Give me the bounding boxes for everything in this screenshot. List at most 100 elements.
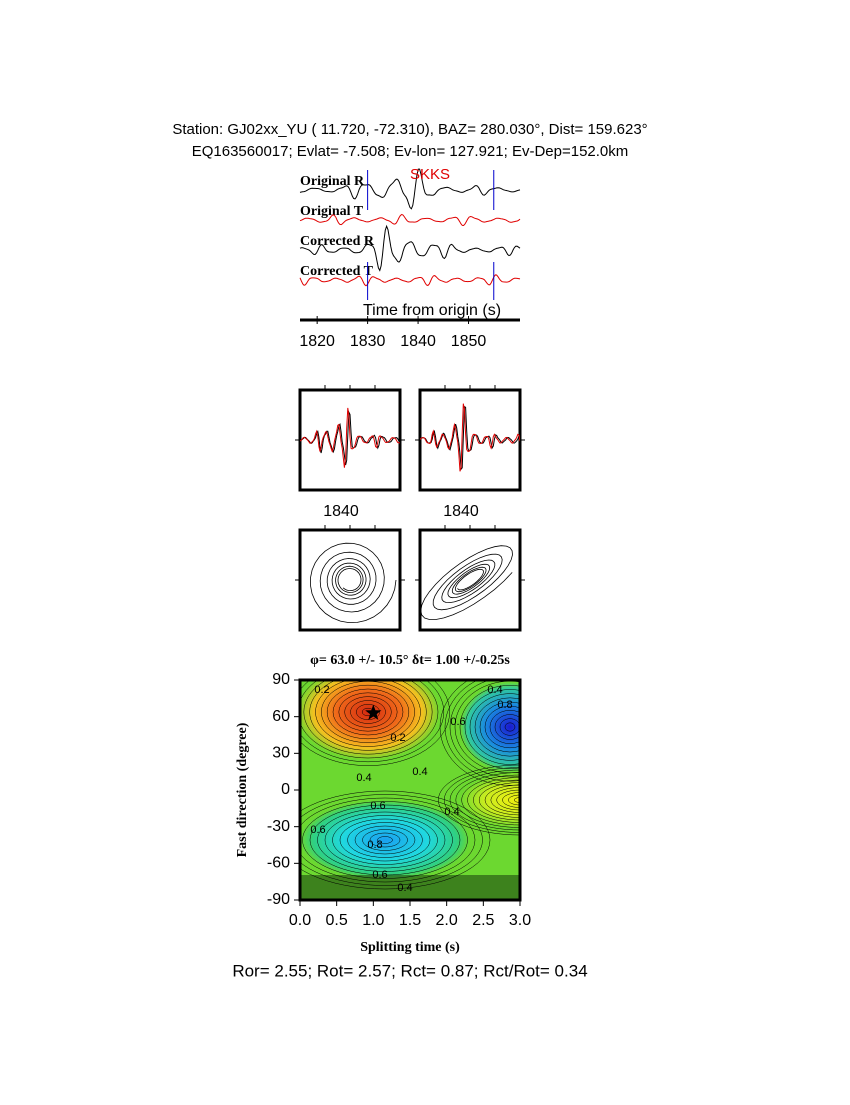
station-info: Station: GJ02xx_YU ( 11.720, -72.310), B… [172, 121, 647, 138]
contour-label: 0.4 [487, 684, 502, 696]
contour [300, 797, 476, 883]
y-tick-label: 60 [272, 708, 290, 725]
contour [354, 825, 416, 855]
contour [449, 680, 520, 778]
y-tick-label: -60 [267, 855, 290, 872]
trace [299, 224, 521, 272]
trace-label: Corrected T [300, 264, 374, 279]
x-tick-label: 0.5 [326, 912, 348, 929]
contour [473, 779, 520, 821]
contour [356, 704, 380, 720]
contour [377, 836, 393, 844]
y-tick-label: 30 [272, 745, 290, 762]
trace [299, 274, 521, 287]
grid-x-label: Splitting time (s) [360, 940, 460, 955]
contour [350, 700, 386, 724]
best-fit-star [365, 704, 382, 720]
trace-label: Original R [300, 174, 365, 189]
contour-label: 0.4 [356, 772, 371, 784]
contour [317, 808, 453, 872]
contour-label: 0.4 [397, 882, 412, 894]
contour-label: 0.4 [444, 806, 459, 818]
contour [302, 801, 468, 879]
contour [332, 688, 404, 736]
contour [339, 818, 431, 862]
contour [338, 692, 398, 732]
trace [299, 213, 521, 227]
contour [300, 794, 483, 886]
contour [303, 680, 433, 755]
particle-motion [420, 545, 513, 620]
contour [438, 764, 520, 836]
contour [362, 829, 408, 851]
window-panels [295, 385, 525, 632]
x-tick-label: 1830 [350, 333, 386, 350]
contour [300, 680, 450, 766]
contour [459, 685, 520, 769]
contour-label: 0.6 [450, 716, 465, 728]
contour [494, 714, 520, 740]
x-tick-label: 1.0 [362, 912, 384, 929]
contour [455, 772, 520, 828]
contour-label: 0.6 [370, 800, 385, 812]
trace-label: Corrected R [300, 234, 375, 249]
contour [300, 790, 491, 890]
contour [469, 693, 520, 761]
x-tick-label: 1840 [323, 503, 359, 520]
contour [474, 697, 520, 757]
contour-label: 0.4 [412, 766, 427, 778]
contour [300, 680, 439, 759]
x-tick-label: 1840 [400, 333, 436, 350]
contour [464, 689, 520, 765]
waveform [300, 407, 400, 468]
contour [309, 804, 461, 876]
contour [513, 797, 520, 803]
grid-search-map: 0.2 0.2 0.4 0.4 0.6 0.8 0.4 0.6 0.4 0.6 0.8 0.6 0.4 [300, 680, 520, 900]
contour [315, 680, 421, 747]
contour [508, 794, 520, 806]
contour-label: 0.6 [372, 869, 387, 881]
x-tick-label: 1820 [299, 333, 335, 350]
contour-label: 0.2 [390, 732, 405, 744]
x-tick-label: 0.0 [289, 912, 311, 929]
contour [467, 777, 520, 823]
phase-label: SKKS [410, 166, 450, 183]
x-tick-label: 1850 [451, 333, 487, 350]
contour [489, 710, 520, 744]
x-tick-label: 1.5 [399, 912, 421, 929]
grid-y-label: Fast direction (degree) [235, 722, 250, 857]
contour [484, 705, 520, 749]
contour [300, 680, 445, 763]
contour [444, 680, 520, 782]
contour [479, 701, 520, 753]
contour-label: 0.6 [310, 824, 325, 836]
event-info: EQ163560017; Evlat= -7.508; Ev-lon= 127.… [192, 143, 629, 160]
x-tick-label: 2.0 [436, 912, 458, 929]
y-tick-label: 0 [281, 781, 290, 798]
contour [490, 787, 520, 813]
trace [299, 168, 521, 210]
contour [326, 684, 410, 740]
trace-panel: Original R Original T Corrected R Corrected… [299, 168, 521, 300]
y-tick-label: -30 [267, 818, 290, 835]
contour [324, 811, 446, 869]
contour [504, 722, 516, 732]
particle-motion [310, 542, 397, 624]
x-tick-label: 3.0 [509, 912, 531, 929]
panel-frame [298, 528, 402, 632]
contour [502, 792, 520, 808]
contour [369, 832, 401, 848]
contour [332, 815, 438, 865]
contour [449, 769, 520, 831]
footer: Ror= 2.55; Rot= 2.57; Rct= 0.87; Rct/Rot… [232, 961, 587, 980]
waveform [420, 403, 520, 472]
y-tick-label: 90 [272, 671, 290, 688]
trace-x-label: Time from origin (s) [363, 302, 501, 319]
contour-label: 0.8 [367, 839, 382, 851]
contour [344, 696, 392, 728]
contour [484, 784, 520, 816]
grid-title: φ= 63.0 +/- 10.5° δt= 1.00 +/-0.25s [310, 653, 510, 668]
y-tick-label: -90 [267, 891, 290, 908]
x-tick-label: 2.5 [472, 912, 494, 929]
